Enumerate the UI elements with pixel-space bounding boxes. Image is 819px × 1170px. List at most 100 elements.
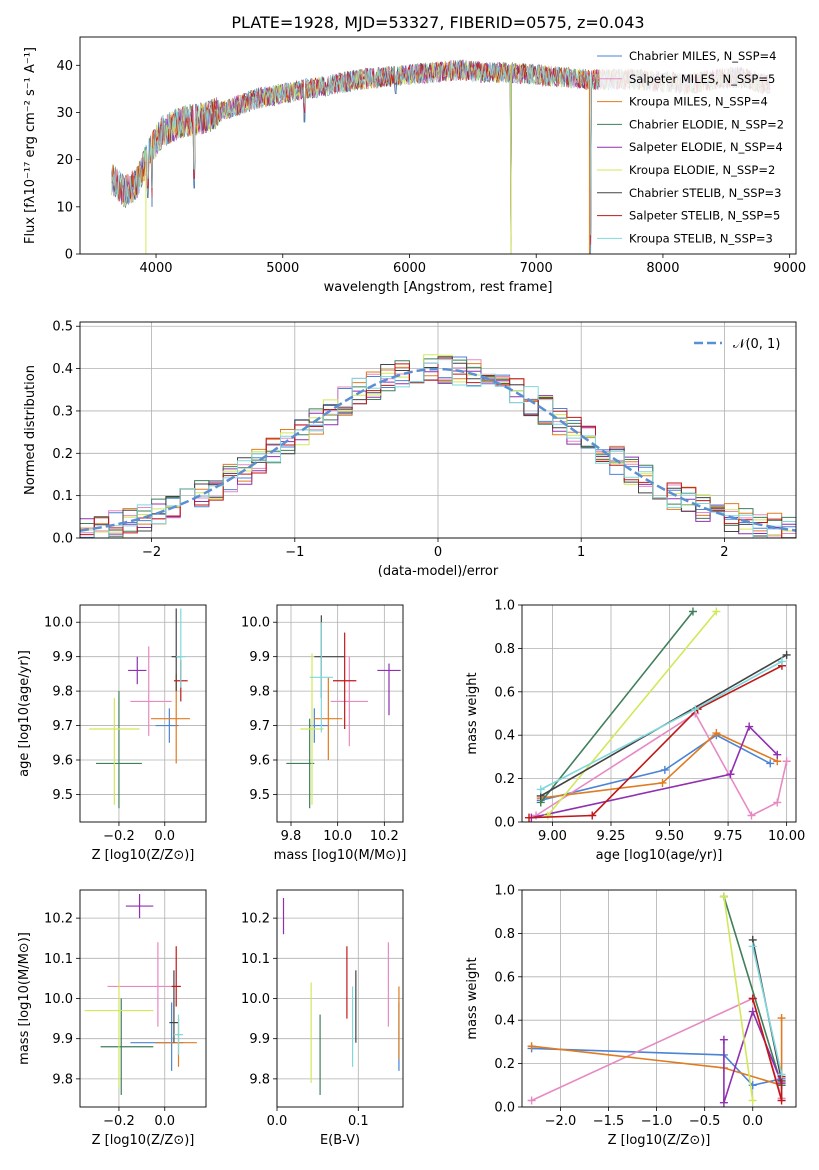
y-tick-label: 9.5: [249, 788, 270, 803]
y-tick-label: 0.0: [494, 816, 515, 831]
y-tick-label: 1.0: [494, 884, 515, 899]
x-tick-label: 0.0: [742, 1114, 763, 1129]
weight-line-0: [531, 1047, 782, 1087]
y-tick-label: 0.1: [52, 489, 73, 504]
legend-background: [600, 42, 792, 252]
age-vs-metallicity-panel: −0.2 0.0 9.5 9.6 9.7 9.8 9.9 10.0 Z [log10(Z/Z⊙)…: [17, 604, 207, 863]
plot-area: [89, 608, 190, 809]
weight-line-4: [531, 725, 778, 819]
gridlines: [277, 605, 403, 822]
x-tick-label: 0: [434, 545, 442, 560]
x-axis-label: E(B-V): [320, 1133, 360, 1148]
y-tick-label: 9.9: [52, 650, 73, 665]
x-tick-label: −2: [142, 545, 161, 560]
weight-marker: [719, 1098, 728, 1107]
weight-marker: [719, 892, 728, 901]
weight-marker: [766, 759, 775, 768]
legend-label: Chabrier STELIB, N_SSP=3: [629, 186, 781, 200]
legend-label: Chabrier MILES, N_SSP=4: [629, 49, 776, 63]
y-tick-label: 9.5: [52, 788, 73, 803]
y-tick-label: 10.2: [44, 912, 73, 927]
legend-label: Salpeter STELIB, N_SSP=5: [629, 209, 780, 223]
y-tick-label: 9.7: [249, 719, 270, 734]
y-tick-label: 0.6: [494, 970, 515, 985]
axes-frame: [79, 604, 207, 823]
x-tick-label: 1: [577, 545, 585, 560]
axes-frame: [276, 604, 404, 823]
y-tick-label: 0.4: [494, 1014, 515, 1029]
y-tick-label: 0.4: [494, 729, 515, 744]
x-tick-label: 7000: [520, 261, 553, 276]
plot-area: [286, 615, 401, 809]
weight-marker: [748, 1007, 757, 1016]
x-tick-label: 5000: [266, 261, 299, 276]
weight-marker: [543, 811, 552, 820]
weight-marker: [745, 722, 754, 731]
y-tick-label: 1.0: [494, 599, 515, 614]
plot-area: [111, 42, 792, 254]
x-tick-label: −1: [285, 545, 304, 560]
weight-marker: [527, 1042, 536, 1051]
y-tick-label: 20: [56, 153, 73, 168]
weight-line-2: [531, 1018, 783, 1087]
x-tick-label: −0.2: [103, 829, 135, 844]
residuals-panel: −2 −1 0 1 2 0.0 0.1 0.2 0.3 0.4 0.5 (data-model)/er…: [23, 320, 797, 579]
axes-frame: [276, 889, 404, 1108]
weight-marker: [777, 1070, 786, 1079]
x-tick-label: −0.2: [103, 1114, 135, 1129]
x-tick-label: 10.0: [323, 829, 352, 844]
x-tick-label: 10.00: [768, 829, 805, 844]
x-tick-label: 0.0: [154, 1114, 175, 1129]
x-tick-label: 9000: [773, 261, 806, 276]
x-tick-label: 6000: [393, 261, 426, 276]
weight-marker: [536, 785, 545, 794]
x-tick-label: −1.5: [593, 1114, 625, 1129]
legend-label: Kroupa MILES, N_SSP=4: [629, 95, 768, 109]
legend-label: Salpeter MILES, N_SSP=5: [629, 72, 775, 86]
y-tick-label: 30: [56, 106, 73, 121]
spectrum-panel: 4000 5000 6000 7000 8000 9000 0 10 20 30 40 wavelen…: [23, 36, 806, 295]
weight-marker: [777, 1096, 786, 1105]
y-tick-label: 0.2: [494, 772, 515, 787]
plot-area: [527, 892, 786, 1107]
weight-marker: [747, 811, 756, 820]
massweight-vs-metallicity-panel: −2.0 −1.5 −1.0 −0.5 0.0 0.0 0.2 0.4 0.6 0.8 1.0 Z […: [465, 884, 797, 1148]
y-tick-label: 9.9: [249, 650, 270, 665]
weight-marker: [688, 607, 697, 616]
mass-vs-metallicity-panel: −0.2 0.0 9.8 9.9 10.0 10.1 10.2 Z [log10(Z/Z⊙)]…: [17, 889, 207, 1148]
x-tick-label: 0.1: [348, 1114, 369, 1129]
y-tick-label: 10.0: [241, 616, 270, 631]
y-tick-label: 0.0: [494, 1101, 515, 1116]
plot-area: [282, 898, 400, 1095]
y-tick-label: 9.8: [52, 685, 73, 700]
weight-marker: [748, 1096, 757, 1105]
y-tick-label: 9.8: [52, 1072, 73, 1087]
age-vs-mass-panel: 9.8 10.0 10.2 9.5 9.6 9.7 9.8 9.9 10.0 mass [log1…: [241, 604, 407, 863]
y-axis-label: mass weight: [465, 957, 480, 1039]
weight-marker: [719, 1035, 728, 1044]
massweight-vs-age-panel: 9.00 9.25 9.50 9.75 10.00 0.0 0.2 0.4 0.6 0.8 1.0 a…: [465, 599, 805, 864]
y-tick-label: 10.1: [241, 952, 270, 967]
y-tick-label: 0.2: [494, 1057, 515, 1072]
weight-marker: [782, 757, 791, 766]
weight-line-5: [547, 610, 718, 817]
axes-frame: [79, 321, 797, 539]
x-axis-label: wavelength [Angstrom, rest frame]: [324, 280, 553, 295]
x-tick-label: 9.00: [538, 829, 567, 844]
x-axis-label: mass [log10(M/M⊙)]: [274, 848, 407, 863]
y-tick-label: 9.7: [52, 719, 73, 734]
weight-line-2: [540, 732, 778, 799]
x-tick-label: −1.0: [641, 1114, 673, 1129]
x-tick-label: 4000: [139, 261, 172, 276]
y-tick-label: 10.0: [241, 992, 270, 1007]
x-tick-label: 2: [720, 545, 728, 560]
legend-label: 𝒩(0, 1): [733, 337, 780, 352]
weight-marker: [691, 705, 700, 714]
y-tick-label: 9.8: [249, 685, 270, 700]
weight-marker: [525, 813, 534, 822]
x-tick-label: 9.25: [597, 829, 626, 844]
y-tick-label: 10.0: [44, 992, 73, 1007]
y-axis-label: mass weight: [465, 672, 480, 754]
y-tick-label: 40: [56, 59, 73, 74]
